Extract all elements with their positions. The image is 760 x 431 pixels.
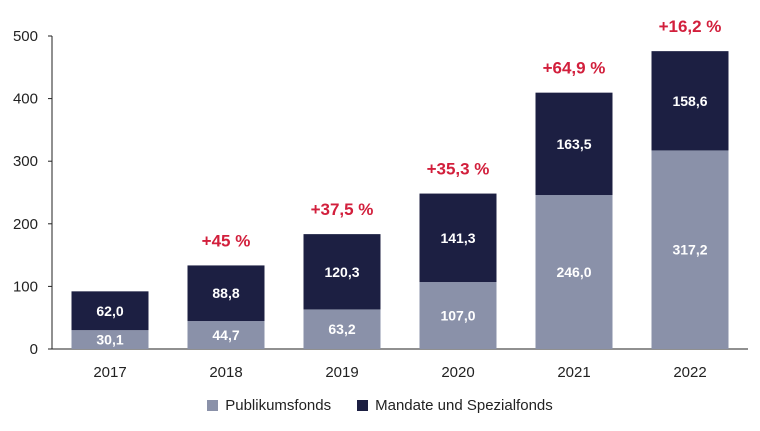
growth-label: +37,5 %: [311, 200, 374, 219]
growth-label: +45 %: [202, 231, 251, 250]
y-tick-label: 300: [13, 153, 38, 170]
data-label: 62,0: [96, 303, 123, 319]
bar-mandate-spezialfonds-2022: [651, 51, 729, 151]
data-label: 246,0: [556, 264, 591, 280]
x-tick-label: 2017: [93, 364, 126, 381]
growth-label: +35,3 %: [427, 160, 490, 179]
bar-publikumsfonds-2019: [303, 309, 381, 349]
growth-label: +64,9 %: [543, 59, 606, 78]
bar-mandate-spezialfonds-2020: [419, 193, 497, 283]
bar-publikumsfonds-2017: [71, 330, 149, 349]
bar-publikumsfonds-2018: [187, 321, 265, 349]
data-label: 63,2: [328, 321, 355, 337]
data-label: 30,1: [96, 332, 123, 348]
y-tick-label: 0: [30, 341, 38, 358]
data-label: 317,2: [672, 242, 707, 258]
x-tick-label: 2020: [441, 364, 474, 381]
data-label: 163,5: [556, 136, 591, 152]
y-tick-label: 500: [13, 28, 38, 45]
data-label: 141,3: [440, 230, 475, 246]
bar-publikumsfonds-2022: [651, 150, 729, 349]
bar-mandate-spezialfonds-2021: [535, 92, 613, 196]
chart-legend: Publikumsfonds Mandate und Spezialfonds: [0, 397, 760, 414]
legend-item-mandate-spezialfonds: Mandate und Spezialfonds: [357, 397, 553, 414]
bar-mandate-spezialfonds-2018: [187, 265, 265, 322]
data-label: 44,7: [212, 327, 239, 343]
y-tick-label: 200: [13, 216, 38, 233]
legend-swatch-mandate-spezialfonds: [357, 400, 369, 411]
bar-publikumsfonds-2020: [419, 282, 497, 349]
y-tick-label: 400: [13, 91, 38, 108]
x-tick-label: 2022: [673, 364, 706, 381]
legend-swatch-publikumsfonds: [207, 400, 219, 411]
legend-item-publikumsfonds: Publikumsfonds: [207, 397, 331, 414]
x-tick-label: 2019: [325, 364, 358, 381]
legend-label-mandate-spezialfonds: Mandate und Spezialfonds: [375, 397, 553, 414]
legend-label-publikumsfonds: Publikumsfonds: [225, 397, 332, 414]
data-label: 107,0: [440, 308, 475, 324]
bar-mandate-spezialfonds-2019: [303, 234, 381, 310]
x-tick-label: 2018: [209, 364, 242, 381]
bar-mandate-spezialfonds-2017: [71, 291, 149, 331]
data-label: 120,3: [324, 264, 359, 280]
bar-publikumsfonds-2021: [535, 195, 613, 349]
data-label: 88,8: [212, 285, 239, 301]
y-tick-label: 100: [13, 278, 38, 295]
data-label: 158,6: [672, 93, 707, 109]
x-tick-label: 2021: [557, 364, 590, 381]
growth-label: +16,2 %: [659, 17, 722, 36]
